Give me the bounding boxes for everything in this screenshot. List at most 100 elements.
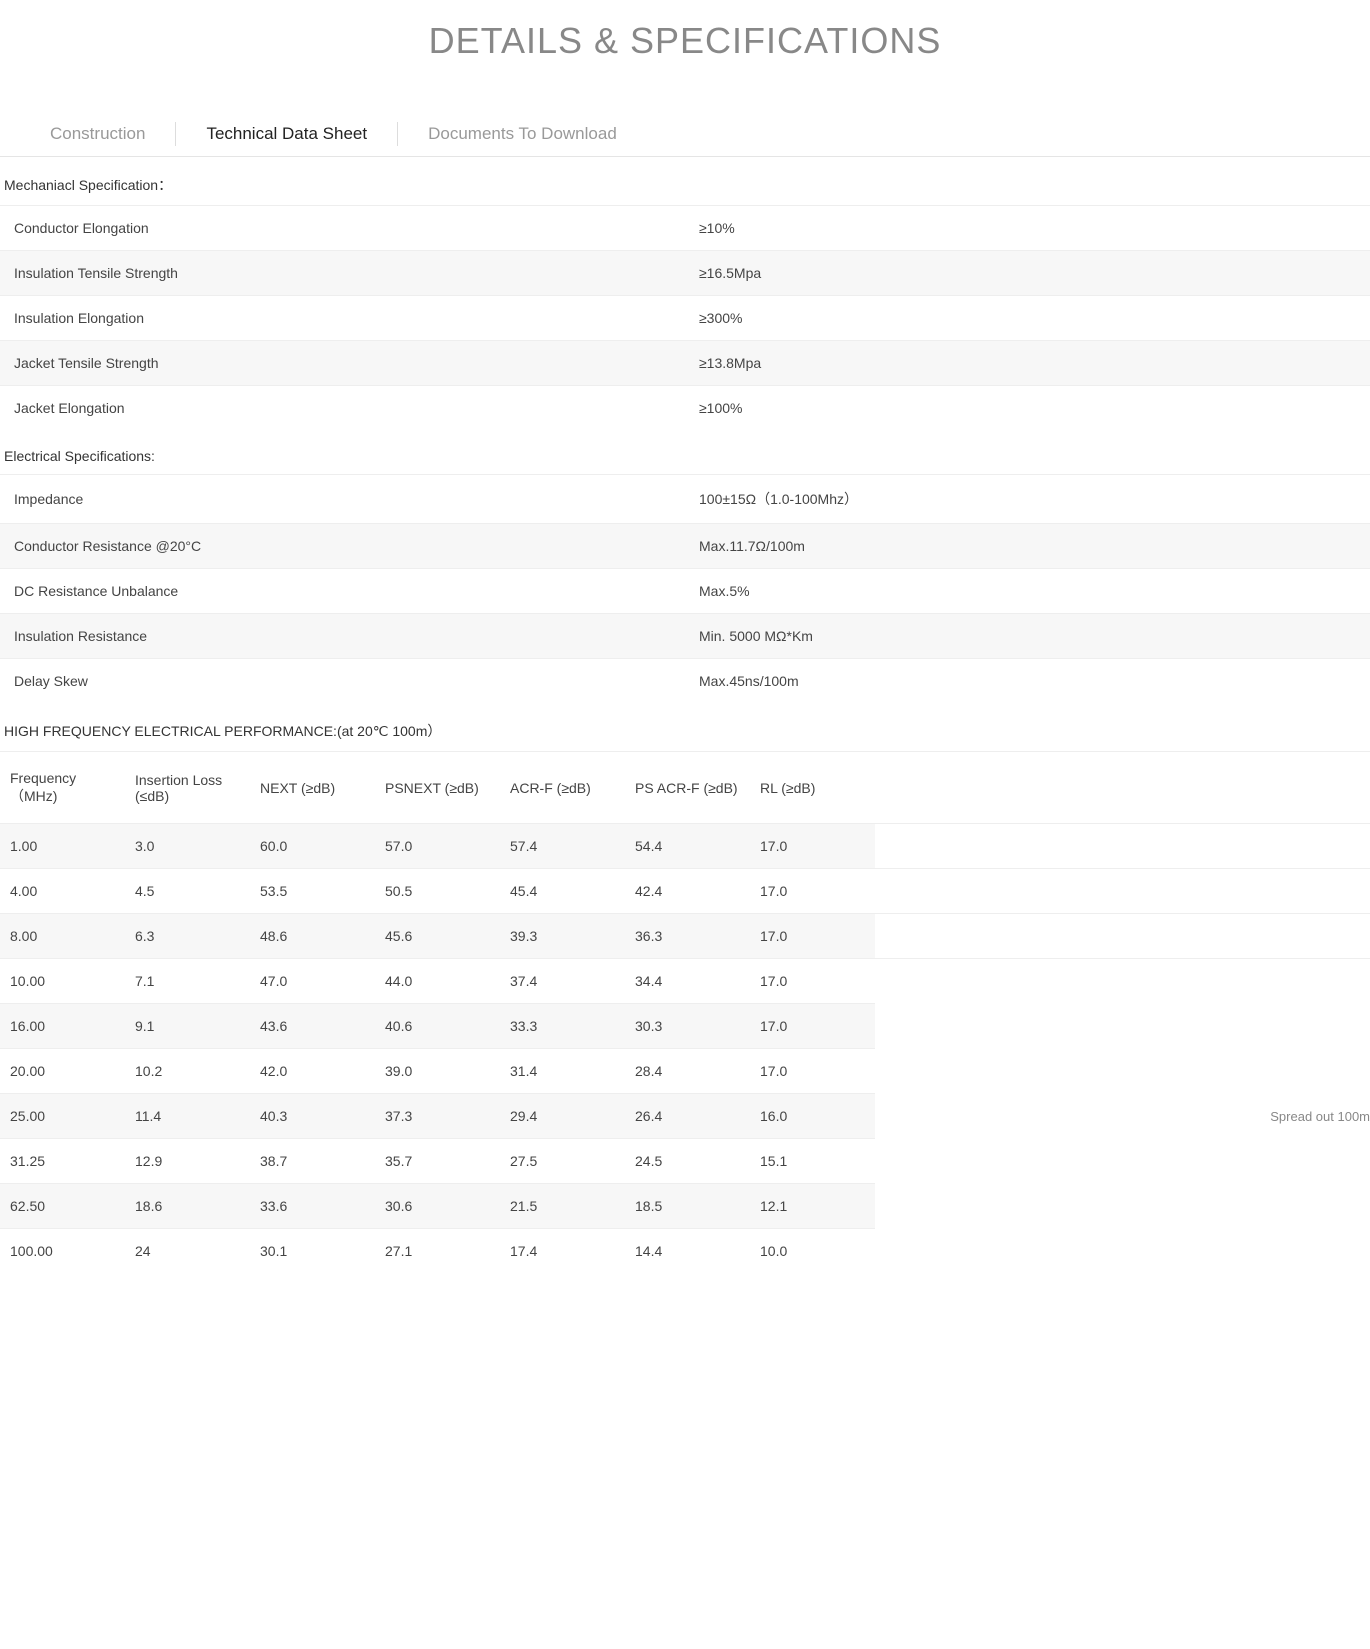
cell-il: 11.4	[125, 1094, 250, 1139]
tab-documents[interactable]: Documents To Download	[398, 112, 647, 156]
table-header-row: Frequency（MHz) Insertion Loss (≤dB) NEXT…	[0, 752, 1370, 824]
cell-psnext: 30.6	[375, 1184, 500, 1229]
spec-key: Insulation Resistance	[0, 614, 685, 659]
spec-key: Jacket Elongation	[0, 386, 685, 431]
cell-next: 30.1	[250, 1229, 375, 1274]
cell-acrf: 21.5	[500, 1184, 625, 1229]
cell-acrf: 33.3	[500, 1004, 625, 1049]
cell-next: 60.0	[250, 824, 375, 869]
spec-key: Delay Skew	[0, 659, 685, 704]
col-extra	[875, 752, 1370, 824]
spec-key: Conductor Elongation	[0, 206, 685, 251]
spec-key: DC Resistance Unbalance	[0, 569, 685, 614]
cell-next: 42.0	[250, 1049, 375, 1094]
cell-psacrf: 34.4	[625, 959, 750, 1004]
tabs: Construction Technical Data Sheet Docume…	[0, 112, 1370, 157]
cell-il: 18.6	[125, 1184, 250, 1229]
cell-freq: 100.00	[0, 1229, 125, 1274]
cell-acrf: 27.5	[500, 1139, 625, 1184]
col-psacrf: PS ACR-F (≥dB)	[625, 752, 750, 824]
cell-il: 3.0	[125, 824, 250, 869]
page-title: DETAILS & SPECIFICATIONS	[0, 0, 1370, 112]
cell-freq: 10.00	[0, 959, 125, 1004]
spec-val: Max.45ns/100m	[685, 659, 1370, 704]
tab-technical[interactable]: Technical Data Sheet	[176, 112, 397, 156]
cell-psacrf: 18.5	[625, 1184, 750, 1229]
cell-next: 38.7	[250, 1139, 375, 1184]
table-row: Jacket Tensile Strength≥13.8Mpa	[0, 341, 1370, 386]
spec-key: Insulation Tensile Strength	[0, 251, 685, 296]
col-next: NEXT (≥dB)	[250, 752, 375, 824]
cell-acrf: 37.4	[500, 959, 625, 1004]
cell-next: 48.6	[250, 914, 375, 959]
spec-val: Min. 5000 MΩ*Km	[685, 614, 1370, 659]
table-row: Jacket Elongation≥100%	[0, 386, 1370, 431]
table-row: Impedance100±15Ω（1.0-100Mhz）	[0, 475, 1370, 524]
cell-freq: 20.00	[0, 1049, 125, 1094]
table-row: Insulation Tensile Strength≥16.5Mpa	[0, 251, 1370, 296]
table-row: DC Resistance UnbalanceMax.5%	[0, 569, 1370, 614]
cell-il: 7.1	[125, 959, 250, 1004]
cell-psnext: 44.0	[375, 959, 500, 1004]
col-rl: RL (≥dB)	[750, 752, 875, 824]
cell-rl: 15.1	[750, 1139, 875, 1184]
cell-acrf: 29.4	[500, 1094, 625, 1139]
cell-rl: 17.0	[750, 1049, 875, 1094]
spec-key: Impedance	[0, 475, 685, 524]
spec-val: 100±15Ω（1.0-100Mhz）	[685, 475, 1370, 524]
col-insertion-loss: Insertion Loss (≤dB)	[125, 752, 250, 824]
cell-il: 9.1	[125, 1004, 250, 1049]
spec-val: ≥16.5Mpa	[685, 251, 1370, 296]
spec-key: Insulation Elongation	[0, 296, 685, 341]
cell-next: 33.6	[250, 1184, 375, 1229]
cell-acrf: 57.4	[500, 824, 625, 869]
spec-val: ≥100%	[685, 386, 1370, 431]
cell-freq: 25.00	[0, 1094, 125, 1139]
cell-il: 4.5	[125, 869, 250, 914]
table-row: Insulation ResistanceMin. 5000 MΩ*Km	[0, 614, 1370, 659]
cell-freq: 4.00	[0, 869, 125, 914]
col-acrf: ACR-F (≥dB)	[500, 752, 625, 824]
cell-psnext: 45.6	[375, 914, 500, 959]
cell-empty	[875, 869, 1370, 914]
cell-empty	[875, 914, 1370, 959]
section-heading-hf: HIGH FREQUENCY ELECTRICAL PERFORMANCE:(a…	[0, 703, 1370, 751]
hf-table: Frequency（MHz) Insertion Loss (≤dB) NEXT…	[0, 751, 1370, 1273]
cell-psacrf: 42.4	[625, 869, 750, 914]
tab-construction[interactable]: Construction	[20, 112, 175, 156]
table-row: Conductor Resistance @20°CMax.11.7Ω/100m	[0, 524, 1370, 569]
cell-psnext: 50.5	[375, 869, 500, 914]
cell-psnext: 35.7	[375, 1139, 500, 1184]
spec-val: Max.5%	[685, 569, 1370, 614]
cell-acrf: 39.3	[500, 914, 625, 959]
cell-psacrf: 14.4	[625, 1229, 750, 1274]
cell-next: 53.5	[250, 869, 375, 914]
cell-psnext: 39.0	[375, 1049, 500, 1094]
cell-il: 6.3	[125, 914, 250, 959]
cell-psacrf: 24.5	[625, 1139, 750, 1184]
cell-rl: 17.0	[750, 869, 875, 914]
cell-acrf: 31.4	[500, 1049, 625, 1094]
cell-psnext: 37.3	[375, 1094, 500, 1139]
cell-next: 47.0	[250, 959, 375, 1004]
table-row: Conductor Elongation≥10%	[0, 206, 1370, 251]
cell-psacrf: 26.4	[625, 1094, 750, 1139]
cell-freq: 62.50	[0, 1184, 125, 1229]
cell-freq: 16.00	[0, 1004, 125, 1049]
col-frequency: Frequency（MHz)	[0, 752, 125, 824]
side-note: Spread out 100m	[875, 959, 1370, 1274]
section-heading-mechanical: Mechaniacl Specification：	[0, 157, 1370, 205]
cell-next: 43.6	[250, 1004, 375, 1049]
cell-rl: 17.0	[750, 914, 875, 959]
table-row: Insulation Elongation≥300%	[0, 296, 1370, 341]
col-psnext: PSNEXT (≥dB)	[375, 752, 500, 824]
cell-psacrf: 28.4	[625, 1049, 750, 1094]
section-heading-electrical: Electrical Specifications:	[0, 430, 1370, 474]
cell-psacrf: 30.3	[625, 1004, 750, 1049]
spec-val: ≥13.8Mpa	[685, 341, 1370, 386]
spec-key: Conductor Resistance @20°C	[0, 524, 685, 569]
cell-rl: 10.0	[750, 1229, 875, 1274]
cell-next: 40.3	[250, 1094, 375, 1139]
cell-acrf: 45.4	[500, 869, 625, 914]
cell-il: 10.2	[125, 1049, 250, 1094]
